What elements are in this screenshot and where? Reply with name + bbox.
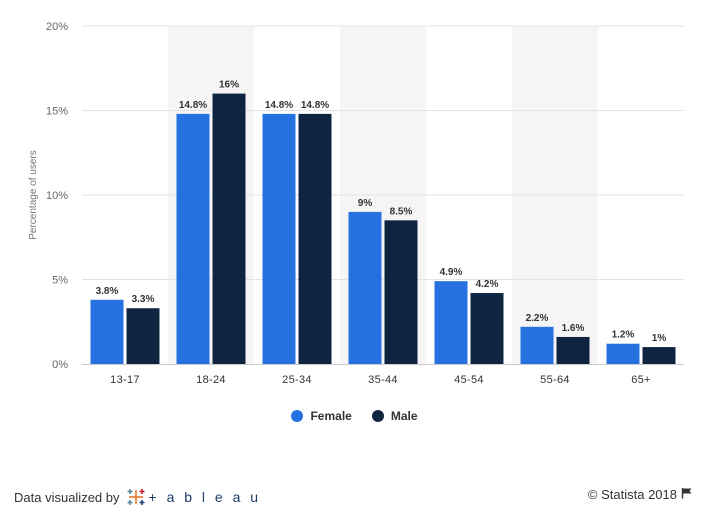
data-label: 8.5% (390, 206, 413, 217)
bar-male-35-44[interactable] (384, 220, 418, 364)
y-tick-label: 15% (46, 106, 68, 118)
legend: Female Male (0, 409, 709, 423)
data-label: 14.8% (179, 100, 207, 111)
tableau-logo-icon: + a b l e a u (126, 487, 262, 507)
bar-male-65+[interactable] (642, 347, 676, 364)
data-label: 3.8% (96, 286, 119, 297)
y-tick-label: 10% (46, 190, 68, 202)
footer-credit[interactable]: Data visualized by + a b l e a u (14, 487, 261, 507)
bar-male-25-34[interactable] (298, 113, 332, 364)
x-tick-label: 45-54 (454, 374, 484, 386)
y-tick-label: 0% (52, 359, 68, 371)
bar-chart: 0%5%10%15%20% Percentage of users 3.8%3.… (28, 21, 684, 386)
copyright-text: © Statista 2018 (587, 487, 677, 502)
y-tick-label: 5% (52, 275, 68, 287)
bar-female-45-54[interactable] (434, 281, 468, 364)
x-tick-label: 35-44 (368, 374, 398, 386)
bars (90, 93, 676, 364)
legend-item-male[interactable]: Male (371, 409, 418, 423)
footer-copyright[interactable]: © Statista 2018 (588, 487, 693, 502)
x-tick-label: 55-64 (540, 374, 570, 386)
bar-male-18-24[interactable] (212, 93, 246, 364)
data-label: 3.3% (132, 294, 155, 305)
credit-text: Data visualized by (14, 489, 120, 505)
y-tick-labels: 0% 5% 10% 15% 20% (46, 21, 68, 371)
data-label: 1.6% (562, 323, 585, 334)
y-axis-label: Percentage of users (28, 150, 39, 240)
bar-female-13-17[interactable] (90, 299, 124, 364)
bar-male-55-64[interactable] (556, 336, 590, 364)
legend-label-male: Male (390, 409, 418, 423)
data-label: 1.2% (612, 330, 635, 341)
bar-female-55-64[interactable] (520, 326, 554, 364)
bar-female-65+[interactable] (606, 343, 640, 364)
bar-female-25-34[interactable] (262, 113, 296, 364)
x-tick-label: 65+ (631, 374, 651, 386)
data-label: 14.8% (265, 100, 293, 111)
tableau-wordmark: + a b l e a u (148, 489, 262, 505)
x-tick-label: 13-17 (110, 374, 140, 386)
legend-item-female[interactable]: Female (291, 409, 352, 423)
data-label: 4.9% (440, 267, 463, 278)
data-labels: 3.8% 3.3% 14.8% 16% 14.8% 14.8% 9% 8.5% 4.9% 4.2%… (96, 80, 667, 345)
data-label: 9% (358, 198, 373, 209)
flag-icon (681, 487, 693, 502)
bar-female-18-24[interactable] (176, 113, 210, 364)
bar-female-35-44[interactable] (348, 211, 382, 364)
data-label: 16% (219, 80, 239, 91)
male-swatch (371, 410, 384, 422)
x-tick-labels: 13-17 18-24 25-34 35-44 45-54 55-64 65+ (110, 374, 651, 386)
bar-male-45-54[interactable] (470, 293, 504, 364)
data-label: 14.8% (301, 100, 329, 111)
x-tick-label: 25-34 (282, 374, 312, 386)
data-label: 2.2% (526, 313, 549, 324)
x-tick-label: 18-24 (196, 374, 226, 386)
legend-label-female: Female (310, 409, 352, 423)
data-label: 1% (652, 333, 667, 344)
bar-male-13-17[interactable] (126, 308, 160, 364)
y-tick-label: 20% (46, 21, 68, 33)
data-label: 4.2% (476, 279, 499, 290)
female-swatch (291, 410, 304, 422)
